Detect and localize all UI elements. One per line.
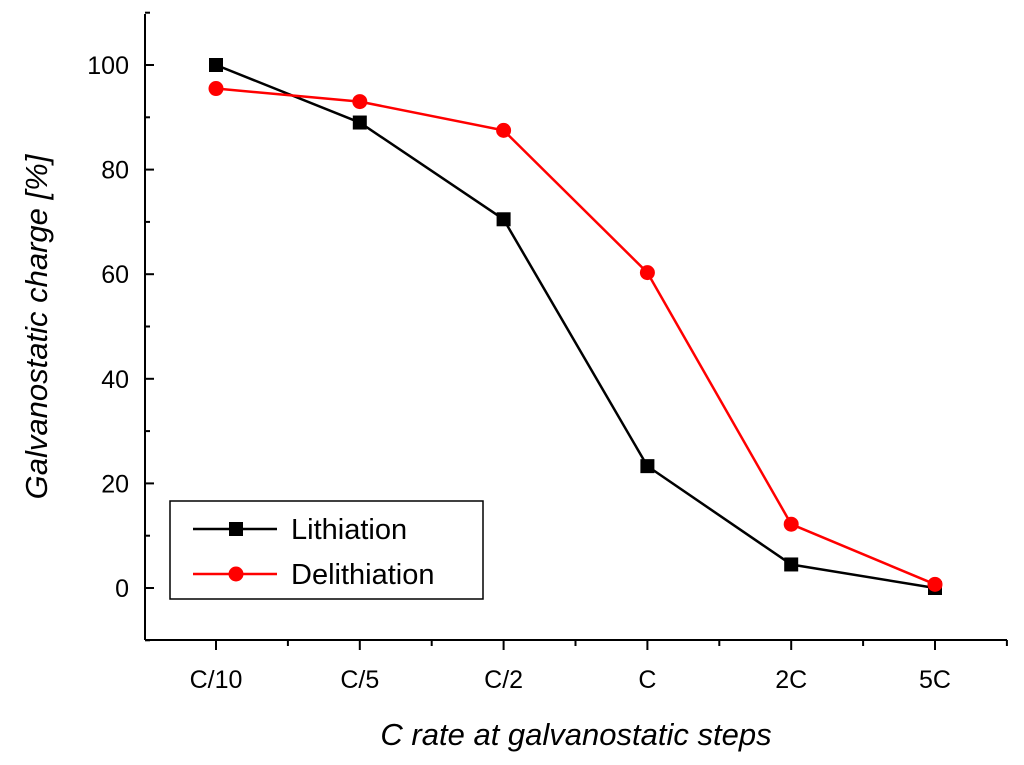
y-ticks: 0 20 40 60 80 100 bbox=[87, 11, 154, 642]
y-tick-label: 0 bbox=[115, 575, 129, 603]
x-axis-title: C rate at galvanostatic steps bbox=[380, 717, 771, 752]
legend-entry-delithiation: Delithiation bbox=[193, 559, 434, 591]
y-tick-label: 40 bbox=[101, 366, 129, 394]
legend: Lithiation Delithiation bbox=[169, 500, 484, 600]
x-ticks: C/10 C/5 C/2 C 2C 5C bbox=[190, 640, 1008, 694]
x-tick-label: C/5 bbox=[340, 666, 379, 694]
marker-delithiation bbox=[639, 265, 655, 281]
marker-delithiation bbox=[352, 94, 368, 110]
legend-entry-lithiation: Lithiation bbox=[193, 514, 407, 546]
x-tick-label: 5C bbox=[919, 666, 951, 694]
legend-box bbox=[169, 500, 484, 600]
y-tick-label: 60 bbox=[101, 261, 129, 289]
marker-lithiation bbox=[209, 58, 223, 72]
legend-label: Lithiation bbox=[291, 514, 407, 546]
legend-marker bbox=[228, 566, 244, 582]
marker-delithiation bbox=[496, 122, 512, 138]
marker-delithiation bbox=[208, 81, 224, 97]
y-tick-label: 80 bbox=[101, 157, 129, 185]
series-layer bbox=[208, 58, 943, 595]
y-tick-label: 20 bbox=[101, 470, 129, 498]
marker-lithiation bbox=[496, 212, 511, 227]
marker-delithiation bbox=[927, 576, 943, 592]
marker-lithiation bbox=[352, 115, 367, 130]
marker-lithiation bbox=[640, 459, 655, 474]
x-tick-label: C bbox=[638, 666, 656, 694]
y-tick-label: 100 bbox=[87, 52, 129, 80]
x-tick-label: 2C bbox=[775, 666, 807, 694]
legend-marker bbox=[229, 522, 243, 536]
y-axis-title: Galvanostatic charge [%] bbox=[19, 153, 54, 499]
series-line-delithiation bbox=[215, 87, 936, 586]
legend-label: Delithiation bbox=[291, 559, 434, 591]
marker-delithiation bbox=[783, 516, 799, 532]
series-line-lithiation bbox=[215, 63, 936, 590]
marker-lithiation bbox=[784, 557, 799, 572]
x-tick-label: C/10 bbox=[190, 666, 243, 694]
legend-entries: Lithiation Delithiation bbox=[193, 514, 434, 591]
x-tick-label: C/2 bbox=[484, 666, 523, 694]
